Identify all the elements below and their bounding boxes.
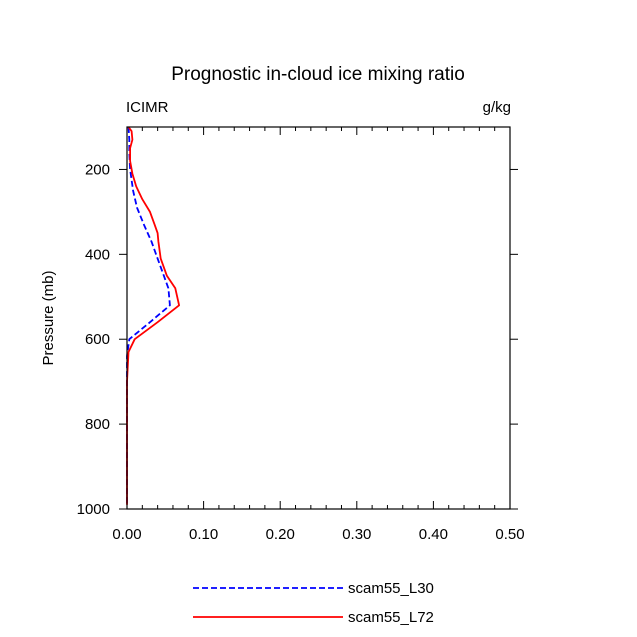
variable-label: ICIMR bbox=[126, 99, 169, 116]
series-line-scam55-l30 bbox=[126, 126, 171, 505]
legend: scam55_L30 scam55_L72 bbox=[193, 580, 434, 626]
x-tick-label: 0.10 bbox=[189, 526, 218, 543]
plot-frame bbox=[126, 126, 511, 510]
y-axis-label: Pressure (mb) bbox=[40, 270, 57, 365]
x-tick-label: 0.20 bbox=[266, 526, 295, 543]
x-tick-label: 0.00 bbox=[112, 526, 141, 543]
y-tick-label: 200 bbox=[85, 161, 110, 178]
x-tick-label: 0.40 bbox=[419, 526, 448, 543]
chart-title: Prognostic in-cloud ice mixing ratio bbox=[171, 64, 465, 85]
plot-area bbox=[126, 126, 180, 505]
legend-label-scam55-l30: scam55_L30 bbox=[348, 580, 434, 597]
units-label: g/kg bbox=[483, 99, 511, 116]
x-tick-label: 0.30 bbox=[342, 526, 371, 543]
y-tick-label: 1000 bbox=[77, 501, 110, 518]
legend-label-scam55-l72: scam55_L72 bbox=[348, 609, 434, 626]
x-tick-label: 0.50 bbox=[495, 526, 524, 543]
y-tick-label: 400 bbox=[85, 246, 110, 263]
y-tick-label: 800 bbox=[85, 416, 110, 433]
y-tick-label: 600 bbox=[85, 331, 110, 348]
series-line-scam55-l72 bbox=[126, 126, 180, 505]
